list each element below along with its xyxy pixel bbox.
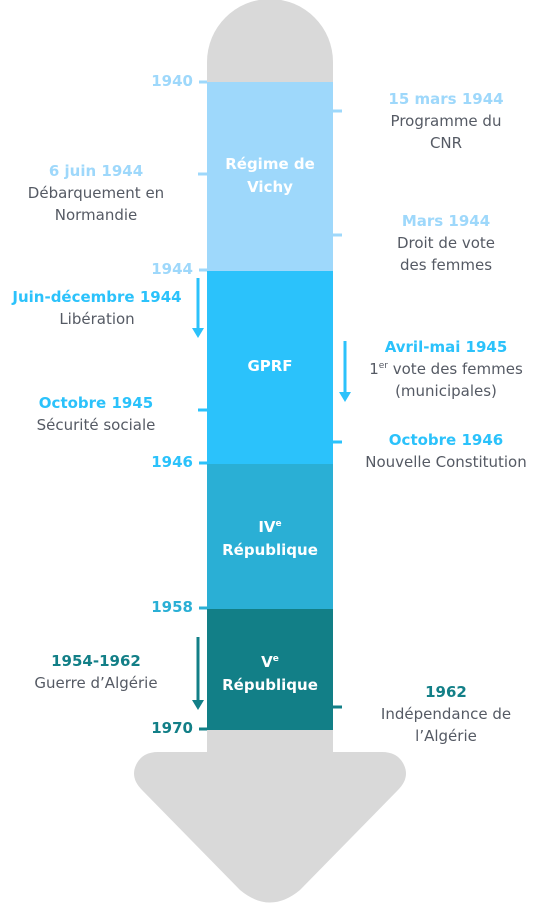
segment-ve <box>207 609 333 730</box>
event-constitution: Octobre 1946 Nouvelle Constitution <box>346 429 546 473</box>
event-independance-date: 1962 <box>425 683 467 701</box>
arrow-premier-vote <box>339 341 351 402</box>
period-vichy-line1: Régime de <box>225 155 315 173</box>
arrow-head <box>134 730 406 903</box>
event-debarquement: 6 juin 1944 Débarquement en Normandie <box>8 160 184 226</box>
event-securite: Octobre 1945 Sécurité sociale <box>6 392 186 436</box>
event-premier-vote: Avril-mai 1945 1er vote des femmes (muni… <box>356 336 536 402</box>
segment-vichy <box>207 82 333 271</box>
period-gprf: GPRF <box>207 355 333 378</box>
event-securite-line1: Sécurité sociale <box>36 416 156 434</box>
period-ve-line2: République <box>222 676 318 694</box>
year-1970: 1970 <box>151 719 193 737</box>
arrow-liberation <box>192 278 204 338</box>
year-1944: 1944 <box>151 260 193 278</box>
event-debarquement-date: 6 juin 1944 <box>48 162 144 180</box>
year-1958: 1958 <box>151 598 193 616</box>
event-debarquement-line2: Normandie <box>54 206 138 224</box>
event-guerre-date: 1954-1962 <box>51 652 141 670</box>
period-ive-line2: République <box>222 541 318 559</box>
event-independance: 1962 Indépendance de l’Algérie <box>356 681 536 747</box>
event-debarquement-line1: Débarquement en <box>27 184 165 202</box>
event-guerre: 1954-1962 Guerre d’Algérie <box>6 650 186 694</box>
event-premier-vote-line1: 1er vote des femmes <box>369 360 523 378</box>
event-liberation: Juin-décembre 1944 Libération <box>2 286 192 330</box>
event-independance-line1: Indépendance de <box>380 705 512 723</box>
event-vote-droit: Mars 1944 Droit de vote des femmes <box>356 210 536 276</box>
event-guerre-line1: Guerre d’Algérie <box>34 674 158 692</box>
segment-gprf <box>207 271 333 464</box>
arrow-top-cap <box>207 0 333 82</box>
event-securite-date: Octobre 1945 <box>38 394 154 412</box>
period-vichy-line2: Vichy <box>247 178 293 196</box>
year-1946: 1946 <box>151 453 193 471</box>
event-liberation-date: Juin-décembre 1944 <box>12 288 182 306</box>
event-liberation-line1: Libération <box>59 310 135 328</box>
event-premier-vote-line2: (municipales) <box>395 382 497 400</box>
event-cnr: 15 mars 1944 Programme du CNR <box>356 88 536 154</box>
event-premier-vote-date: Avril-mai 1945 <box>384 338 508 356</box>
event-independance-line2: l’Algérie <box>415 727 477 745</box>
event-vote-droit-line1: Droit de vote <box>396 234 496 252</box>
period-ive-line1: IVe <box>258 518 282 536</box>
period-ve-line1: Ve <box>261 653 279 671</box>
period-gprf-line1: GPRF <box>247 357 293 375</box>
event-constitution-date: Octobre 1946 <box>388 431 504 449</box>
event-vote-droit-line2: des femmes <box>399 256 493 274</box>
event-constitution-line1: Nouvelle Constitution <box>365 453 527 471</box>
segment-ive <box>207 464 333 609</box>
event-cnr-line2: CNR <box>429 134 463 152</box>
period-ve: Ve République <box>207 651 333 697</box>
period-vichy: Régime de Vichy <box>207 153 333 199</box>
arrow-guerre <box>192 637 204 710</box>
event-cnr-date: 15 mars 1944 <box>388 90 504 108</box>
year-1940: 1940 <box>151 72 193 90</box>
period-ive: IVe République <box>207 516 333 562</box>
event-cnr-line1: Programme du <box>390 112 502 130</box>
event-vote-droit-date: Mars 1944 <box>401 212 491 230</box>
